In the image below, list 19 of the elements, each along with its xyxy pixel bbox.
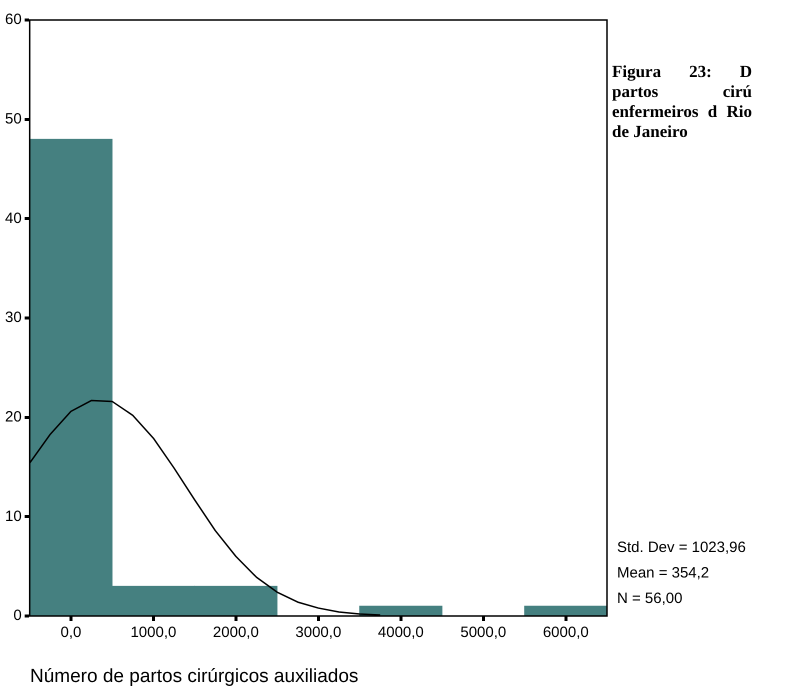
x-tick-label: 4000,0 bbox=[378, 624, 424, 642]
text: Figura 23: D partos cirú enfermeiros d Rio de Janeiro bbox=[612, 62, 752, 142]
y-tick-label: 10 bbox=[4, 508, 22, 525]
text: Mean = 354,2 bbox=[617, 564, 710, 582]
x-tick-label: 3000,0 bbox=[295, 624, 342, 642]
y-tick-label: 40 bbox=[4, 210, 22, 227]
x-tick-label: 0,0 bbox=[60, 624, 82, 642]
x-tick-label: 1000,0 bbox=[130, 624, 176, 642]
y-tick-label: 30 bbox=[4, 309, 22, 326]
text: N = 56,00 bbox=[617, 590, 682, 608]
x-tick-label: 6000,0 bbox=[542, 624, 589, 642]
x-tick-label: 5000,0 bbox=[460, 624, 506, 642]
x-axis-title: Número de partos cirúrgicos auxiliados bbox=[30, 666, 358, 688]
text: Std. Dev = 1023,96 bbox=[617, 539, 746, 556]
y-tick-label: 60 bbox=[4, 11, 22, 28]
y-tick-label: 50 bbox=[4, 110, 22, 128]
y-tick-label: 20 bbox=[4, 408, 22, 426]
x-tick-label: 2000,0 bbox=[212, 624, 259, 642]
y-tick-label: 0 bbox=[13, 607, 22, 624]
